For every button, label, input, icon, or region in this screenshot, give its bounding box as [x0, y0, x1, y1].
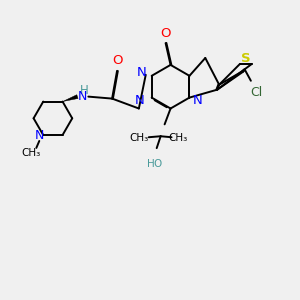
Text: Cl: Cl	[251, 86, 263, 99]
Text: H: H	[147, 159, 154, 169]
Text: CH₃: CH₃	[129, 133, 148, 143]
Text: O: O	[160, 27, 171, 40]
Polygon shape	[63, 95, 78, 102]
Text: H: H	[80, 84, 89, 97]
Text: N: N	[193, 94, 202, 107]
Text: CH₃: CH₃	[169, 133, 188, 143]
Text: O: O	[112, 54, 122, 68]
Text: CH₃: CH₃	[22, 148, 41, 158]
Text: S: S	[241, 52, 251, 65]
Text: N: N	[34, 128, 44, 142]
Text: O: O	[154, 159, 162, 169]
Text: N: N	[78, 90, 87, 103]
Text: N: N	[137, 66, 147, 79]
Text: N: N	[135, 94, 145, 107]
